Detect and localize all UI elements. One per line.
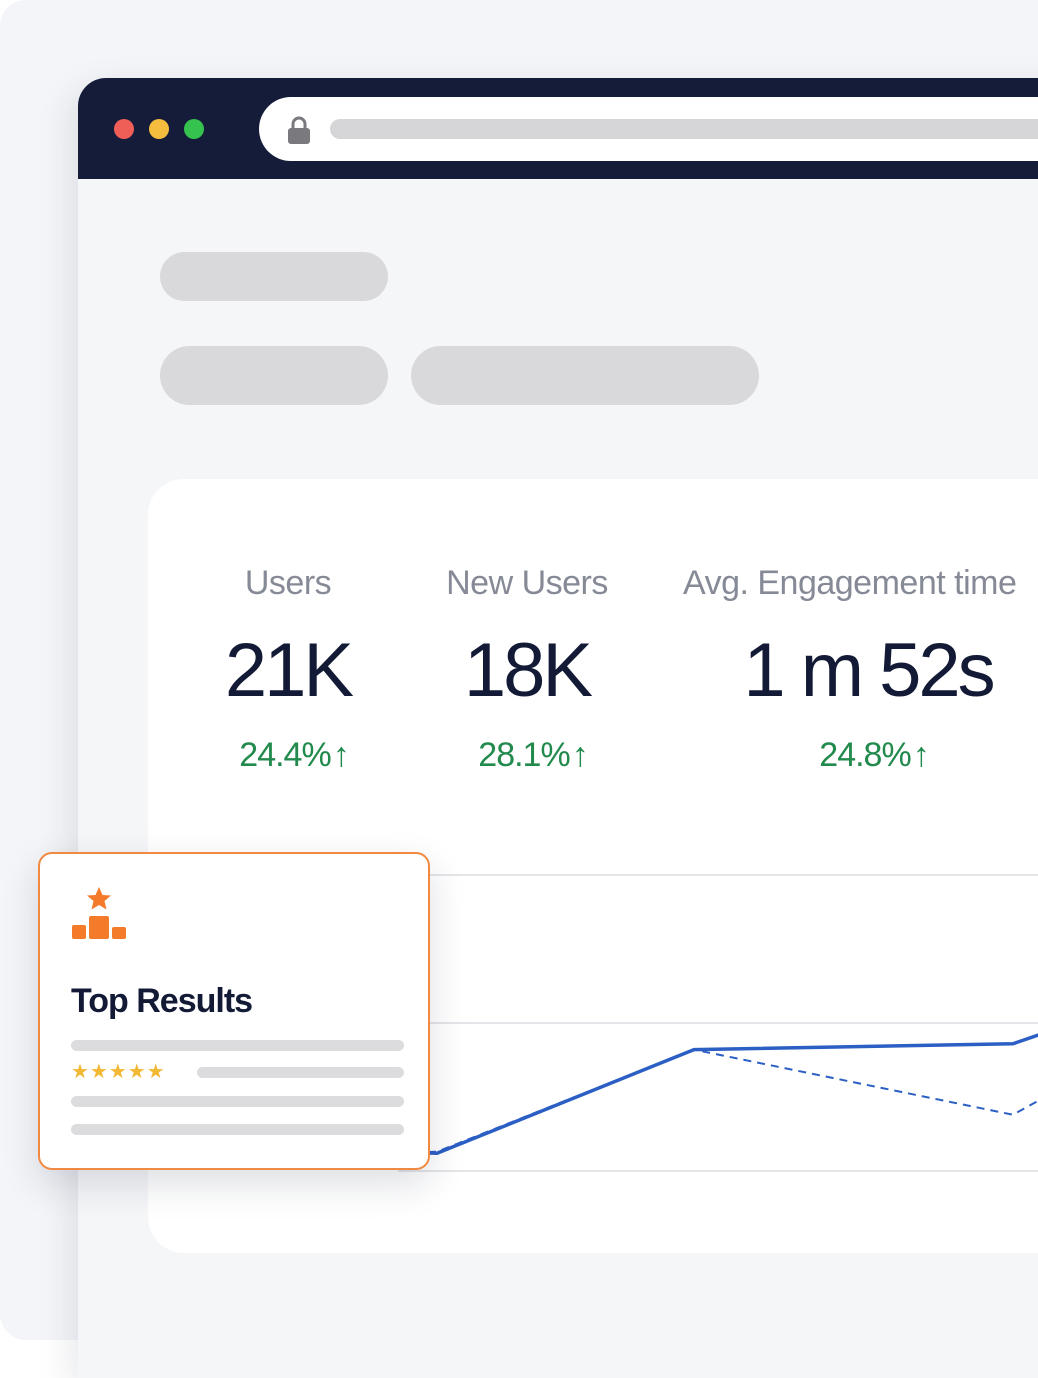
text-line-placeholder [71,1096,404,1107]
window-close-button[interactable] [114,119,134,139]
top-results-card[interactable]: Top Results ★★★★★ [38,852,430,1170]
text-line-placeholder [71,1040,404,1051]
arrow-up-icon: ↑ [912,736,930,774]
stat-change-value: 28.1% [478,736,570,774]
stat-label-users: Users [244,564,332,602]
stat-change-value: 24.8% [819,736,911,774]
filter-chip-placeholder [160,346,388,405]
filter-chip-placeholder [411,346,759,405]
arrow-up-icon: ↑ [332,736,350,774]
stat-change-users: 24.4%↑ [239,736,350,775]
stat-value-users: 21K [224,628,354,713]
lock-icon [288,116,310,144]
podium-star-icon [72,887,126,939]
stat-label-new-users: New Users [446,564,608,602]
stat-change-value: 24.4% [239,736,331,774]
stat-label-avg-engagement: Avg. Engagement time [683,564,1017,602]
url-placeholder-bar [330,119,1038,139]
stat-change-new-users: 28.1%↑ [478,736,589,775]
browser-window: Users 21K 24.4%↑ New Users 18K 28.1%↑ Av… [78,78,1038,1378]
stat-change-avg-engagement: 24.8%↑ [819,736,930,775]
page-heading-placeholder [160,252,388,301]
stat-value-new-users: 18K [463,628,593,713]
top-results-title: Top Results [71,982,253,1020]
address-bar[interactable] [259,97,1038,161]
arrow-up-icon: ↑ [571,736,589,774]
rating-stars: ★★★★★ [71,1061,166,1083]
text-line-placeholder [71,1124,404,1135]
text-line-placeholder [197,1067,404,1078]
window-minimize-button[interactable] [149,119,169,139]
window-maximize-button[interactable] [184,119,204,139]
browser-titlebar [78,78,1038,179]
stat-value-avg-engagement: 1 m 52s [743,628,995,713]
